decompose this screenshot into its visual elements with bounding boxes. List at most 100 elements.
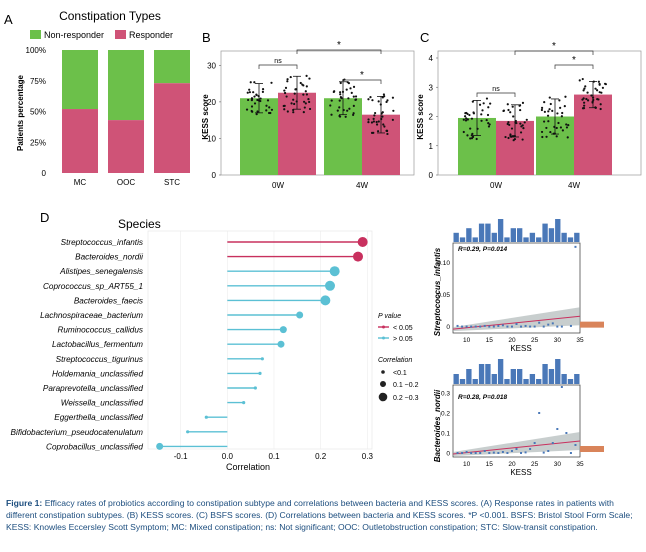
- data-point: [489, 102, 492, 105]
- y-tick-label: 0: [446, 324, 450, 331]
- x-tick-label: 25: [531, 461, 539, 468]
- histogram-bar: [485, 223, 491, 242]
- panel-d-title: Species: [118, 217, 161, 231]
- x-tick-label: 0W: [272, 181, 284, 190]
- bar-responder-MC: [62, 109, 98, 173]
- data-point: [329, 104, 332, 107]
- scatter-point: [533, 442, 536, 444]
- x-tick-label: 4W: [356, 181, 368, 190]
- data-point: [555, 135, 558, 138]
- data-point: [507, 136, 510, 140]
- y-tick-label: 3: [429, 83, 434, 92]
- data-point: [555, 126, 558, 130]
- data-point: [352, 104, 355, 108]
- legend-corr-title: Correlation: [378, 357, 412, 364]
- panel-c-ylabel: KESS score: [416, 94, 425, 140]
- scatter-point: [547, 323, 550, 326]
- data-point: [261, 90, 265, 93]
- data-point: [518, 104, 522, 107]
- species-label: Lachnospiraceae_bacterium: [40, 311, 143, 320]
- data-point: [561, 111, 564, 115]
- data-point: [348, 107, 351, 110]
- data-point: [305, 93, 309, 96]
- caption-text: Efficacy rates of probiotics according t…: [6, 498, 633, 532]
- histogram-bar: [548, 228, 555, 242]
- species-label: Weissella_unclassified: [61, 399, 144, 408]
- caption-label: Figure 1:: [6, 498, 43, 508]
- data-point: [354, 98, 358, 101]
- data-point: [597, 80, 600, 83]
- data-point: [286, 80, 289, 83]
- lollipop-head: [296, 311, 304, 319]
- bracket-responder: [296, 49, 382, 54]
- data-point: [549, 130, 552, 134]
- data-point: [581, 77, 584, 81]
- x-tick-label: 0.3: [362, 452, 374, 461]
- data-point: [367, 118, 370, 121]
- scatter-point: [470, 452, 473, 454]
- bracket-4w-label: *: [360, 70, 364, 81]
- data-point: [292, 98, 295, 101]
- species-label: Coprobacillus_unclassified: [46, 442, 143, 451]
- data-point: [466, 118, 469, 121]
- data-point: [583, 104, 586, 107]
- data-point: [347, 82, 351, 85]
- panel-d-letter: D: [40, 210, 49, 225]
- scatter-point: [533, 325, 536, 328]
- histogram-bar: [485, 364, 491, 384]
- y-tick-label: 0.2: [441, 411, 450, 418]
- histogram-bar: [561, 232, 567, 242]
- data-point: [252, 91, 255, 94]
- scatter-point: [474, 452, 477, 454]
- data-point: [289, 75, 292, 79]
- lollipop-head: [253, 386, 257, 390]
- data-point: [293, 102, 296, 106]
- data-point: [462, 118, 465, 121]
- x-tick-label: 10: [463, 337, 471, 344]
- data-point: [292, 111, 295, 114]
- y-tick-label: 4: [429, 54, 434, 63]
- y-tick-label: 0: [42, 169, 47, 178]
- histogram-bar: [459, 237, 466, 242]
- data-point: [286, 110, 289, 113]
- data-point: [305, 85, 308, 88]
- data-point: [256, 98, 259, 102]
- data-point: [583, 87, 586, 90]
- scatter-point: [465, 451, 468, 453]
- bracket-0w: [258, 64, 298, 69]
- species-label: Alistipes_senegalensis: [59, 267, 143, 276]
- data-point: [265, 104, 268, 107]
- bracket-4w: [342, 79, 382, 84]
- data-point: [305, 74, 308, 77]
- data-point: [290, 102, 293, 105]
- scatter-point: [569, 452, 572, 454]
- data-point: [551, 109, 554, 112]
- data-point: [381, 115, 384, 118]
- histogram-bar: [472, 237, 478, 242]
- data-point: [392, 109, 395, 112]
- fit-line: [452, 315, 581, 330]
- legend-corr-medium: 0.1 ~0.2: [393, 382, 419, 389]
- data-point: [352, 112, 355, 115]
- legend-label-nonresponder: Non-responder: [44, 30, 104, 40]
- data-point: [564, 95, 567, 98]
- scatter-point: [506, 452, 509, 454]
- data-point: [268, 106, 271, 109]
- data-point: [519, 122, 522, 125]
- data-point: [253, 102, 257, 105]
- histogram-bar: [510, 228, 516, 242]
- data-point: [540, 130, 544, 134]
- scatter-point: [456, 452, 459, 454]
- bracket-0w-label: ns: [274, 58, 282, 65]
- data-point: [586, 99, 590, 102]
- data-point: [350, 91, 353, 94]
- data-point: [372, 131, 375, 134]
- data-point: [266, 99, 270, 102]
- data-point: [265, 109, 268, 112]
- lollipop-head: [329, 266, 340, 277]
- histogram-bar: [504, 379, 510, 384]
- species-label: Lactobacillus_fermentum: [52, 340, 143, 349]
- data-point: [599, 107, 602, 111]
- data-point: [386, 132, 389, 136]
